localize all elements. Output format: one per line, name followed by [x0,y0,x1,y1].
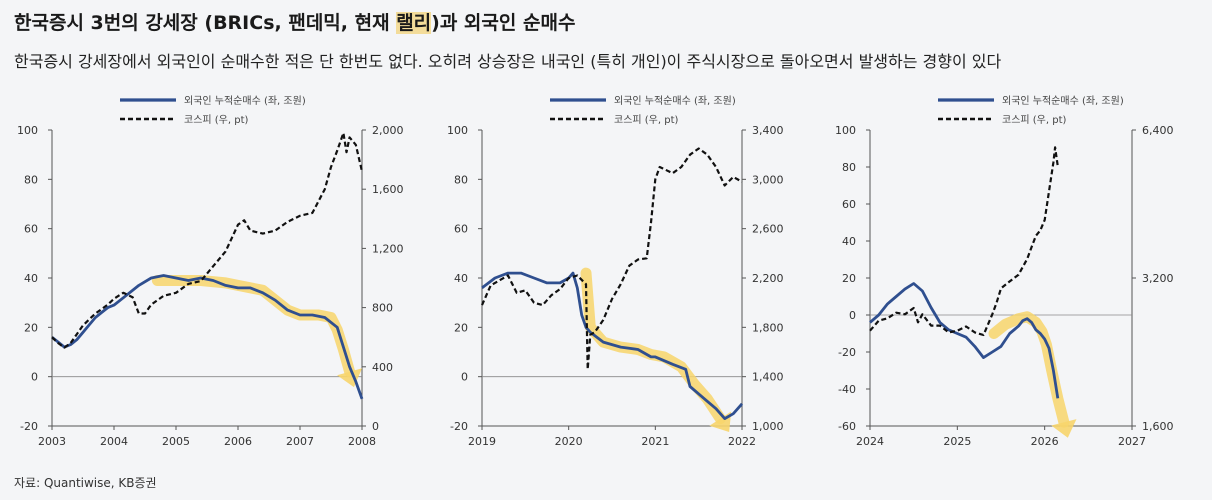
right-tick-label: 2,200 [752,272,784,285]
highlight-band [151,275,356,378]
right-tick-label: 1,400 [752,371,784,384]
right-tick-label: 400 [372,361,393,374]
left-tick-label: 0 [849,309,856,322]
right-tick-label: 1,600 [1142,420,1174,433]
x-tick-label: 2003 [38,435,66,448]
page-subtitle: 한국증시 강세장에서 외국인이 순매수한 적은 단 한번도 없다. 오히려 상승… [14,52,1002,71]
left-tick-label: -20 [838,346,856,359]
x-tick-label: 2019 [468,435,496,448]
left-tick-label: 80 [24,173,38,186]
right-tick-label: 2,000 [372,124,404,137]
x-tick-label: 2007 [286,435,314,448]
x-tick-label: 2025 [943,435,971,448]
series-line-kospi [480,147,743,371]
title-highlight: 랠리 [396,12,432,34]
right-tick-label: 1,000 [752,420,784,433]
highlight-arrow [1051,419,1077,438]
x-tick-label: 2005 [162,435,190,448]
right-tick-label: 1,800 [752,321,784,334]
x-tick-label: 2004 [100,435,128,448]
legend-label-kospi: 코스피 (우, pt) [184,114,249,126]
left-tick-label: 60 [24,223,38,236]
x-tick-label: 2006 [224,435,252,448]
left-tick-label: 0 [461,371,468,384]
x-tick-label: 2022 [728,435,756,448]
x-tick-label: 2020 [555,435,583,448]
left-tick-label: 20 [842,272,856,285]
chart-pandemic: 외국인 누적순매수 (좌, 조원) 코스피 (우, pt) 100 80 60 40 20 0… [447,95,784,448]
right-tick-label: 3,000 [752,173,784,186]
left-tick-label: -20 [20,420,38,433]
legend-label-foreign: 외국인 누적순매수 (좌, 조원) [184,95,306,107]
legend-label-kospi: 코스피 (우, pt) [1002,114,1067,126]
x-tick-label: 2027 [1118,435,1146,448]
chart-current-rally: 외국인 누적순매수 (좌, 조원) 코스피 (우, pt) 100 80 60 40 20 0… [835,95,1174,448]
x-tick-label: 2021 [641,435,669,448]
left-tick-label: -60 [838,420,856,433]
right-tick-label: 1,600 [372,183,404,196]
series-line-foreign [869,282,1060,399]
left-tick-label: 40 [842,235,856,248]
left-tick-label: 80 [842,161,856,174]
right-tick-label: 6,400 [1142,124,1174,137]
chart-brics: 외국인 누적순매수 (좌, 조원)코스피 (우, pt)100806040200… [17,95,404,448]
right-tick-label: 2,600 [752,223,784,236]
left-tick-label: 60 [842,198,856,211]
left-tick-label: 20 [24,321,38,334]
left-tick-label: 0 [31,371,38,384]
left-tick-label: 60 [454,223,468,236]
left-tick-label: 100 [835,124,856,137]
left-tick-label: 80 [454,173,468,186]
right-tick-label: 0 [372,420,379,433]
left-tick-label: -20 [450,420,468,433]
right-tick-label: 3,400 [752,124,784,137]
page-title: 한국증시 3번의 강세장 (BRICs, 팬데믹, 현재 랠리)과 외국인 순매… [14,12,576,34]
left-tick-label: -40 [838,383,856,396]
series-line-foreign [481,271,744,421]
series-line-foreign [51,274,364,400]
legend-label-foreign: 외국인 누적순매수 (좌, 조원) [1002,95,1124,107]
x-tick-label: 2026 [1031,435,1059,448]
left-tick-label: 20 [454,321,468,334]
left-tick-label: 100 [447,124,468,137]
legend-label-foreign: 외국인 누적순매수 (좌, 조원) [614,95,736,107]
x-tick-label: 2008 [348,435,376,448]
right-tick-label: 1,200 [372,242,404,255]
right-tick-label: 800 [372,302,393,315]
series-line-kospi [869,146,1059,337]
left-tick-label: 40 [24,272,38,285]
source-note: 자료: Quantiwise, KB증권 [14,476,157,490]
left-tick-label: 100 [17,124,38,137]
left-tick-label: 40 [454,272,468,285]
right-tick-label: 3,200 [1142,272,1174,285]
legend-label-kospi: 코스피 (우, pt) [614,114,679,126]
x-tick-label: 2024 [856,435,884,448]
